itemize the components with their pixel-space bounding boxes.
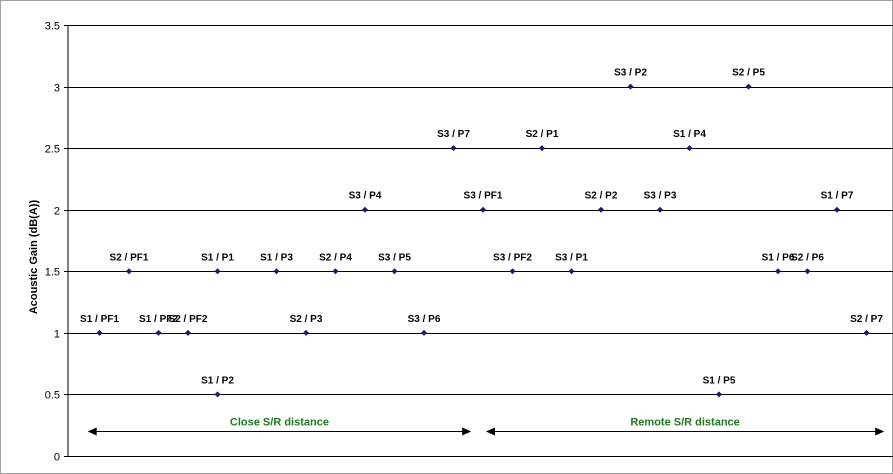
data-point-label: S2 / P1 <box>526 129 559 140</box>
data-point-marker <box>155 329 162 336</box>
distance-arrow: Remote S/R distance <box>485 417 885 436</box>
data-point-marker <box>598 206 604 213</box>
data-point-marker <box>716 391 722 398</box>
data-point-label: S2 / P4 <box>319 252 352 263</box>
data-point-marker <box>126 268 132 275</box>
annotations: Close S/R distance Remote S/R distance <box>87 417 885 436</box>
data-point-marker <box>834 206 840 213</box>
data-point-marker <box>450 145 457 152</box>
data-point-label: S2 / P5 <box>732 68 765 79</box>
data-point-label: S1 / P1 <box>201 252 234 263</box>
data-point-label: S2 / PF2 <box>169 314 208 325</box>
data-point-marker <box>391 268 398 275</box>
data-point-label: S2 / P2 <box>585 191 618 202</box>
data-point-label: S3 / P3 <box>644 191 677 202</box>
data-point-marker <box>863 329 870 336</box>
data-point-label: S3 / PF2 <box>493 252 532 263</box>
distance-annotation: Remote S/R distance <box>630 417 739 429</box>
data-point-label: S3 / PF1 <box>464 191 503 202</box>
data-point-marker <box>657 206 663 213</box>
y-tick-label: 0.5 <box>45 390 60 402</box>
distance-annotation: Close S/R distance <box>230 417 329 429</box>
data-point-marker <box>332 268 339 275</box>
data-point-label: S1 / P7 <box>821 191 854 202</box>
data-point-label: S3 / P4 <box>349 191 382 202</box>
data-point-label: S3 / P5 <box>378 252 411 263</box>
data-point-marker <box>539 145 545 152</box>
data-point-marker <box>185 329 191 336</box>
data-point-marker <box>745 83 752 90</box>
data-point-label: S1 / PF1 <box>80 314 119 325</box>
y-axis: 0 0.5 1 1.5 2 2.5 3 3.5 <box>45 21 69 464</box>
distance-arrow: Close S/R distance <box>87 417 472 436</box>
data-point-marker <box>775 268 781 275</box>
data-point-marker <box>686 145 693 152</box>
y-tick-label: 2.5 <box>45 144 60 156</box>
data-point-label: S3 / P6 <box>408 314 441 325</box>
data-point-label: S1 / P5 <box>703 375 736 386</box>
data-point-label: S2 / P3 <box>290 314 323 325</box>
data-point-marker <box>214 268 221 275</box>
y-tick-label: 1 <box>54 329 60 341</box>
data-point-label: S3 / P1 <box>555 252 588 263</box>
data-point-marker <box>421 329 427 336</box>
data-point-marker <box>362 206 368 213</box>
data-point-label: S1 / P3 <box>260 252 293 263</box>
y-tick-label: 3.5 <box>45 21 60 33</box>
data-point-label: S3 / P2 <box>614 68 647 79</box>
data-point-label: S1 / P4 <box>673 129 706 140</box>
data-point-marker <box>509 268 516 275</box>
gridlines <box>68 25 893 457</box>
y-tick-label: 1.5 <box>45 267 60 279</box>
data-point-label: S3 / P7 <box>437 129 470 140</box>
data-point-marker <box>96 329 103 336</box>
y-tick-label: 0 <box>54 452 60 464</box>
data-point-marker <box>627 83 634 90</box>
data-point-marker <box>273 268 280 275</box>
data-point-label: S1 / PF2 <box>139 314 178 325</box>
data-point-label: S2 / PF1 <box>110 252 149 263</box>
data-point-marker <box>214 391 221 398</box>
y-tick-label: 2 <box>54 206 60 218</box>
data-point-marker <box>480 206 486 213</box>
data-point-label: S1 / P2 <box>201 375 234 386</box>
data-point-label: S1 / P6 <box>762 252 795 263</box>
y-axis-label: Acoustic Gain (dB(A)) <box>28 200 40 315</box>
data-point-label: S2 / P6 <box>791 252 824 263</box>
data-point-marker <box>303 329 309 336</box>
data-point-label: S2 / P7 <box>850 314 883 325</box>
y-tick-label: 3 <box>54 83 60 95</box>
data-point-marker <box>804 268 811 275</box>
data-point-marker <box>568 268 575 275</box>
